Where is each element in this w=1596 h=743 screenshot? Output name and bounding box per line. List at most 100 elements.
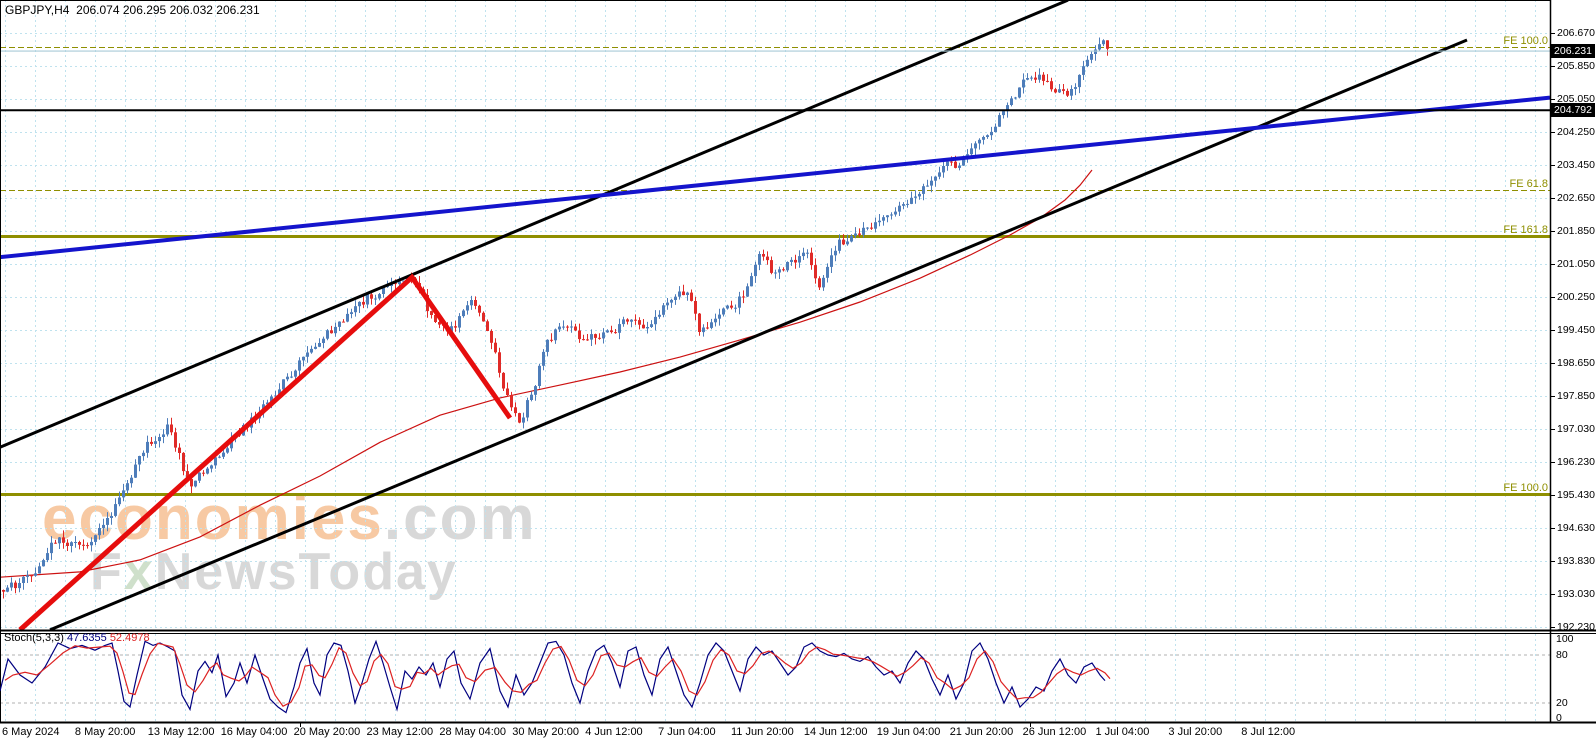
bull-wicks <box>7 37 1104 593</box>
time-axis-ticks <box>300 722 1031 727</box>
candle <box>590 334 593 340</box>
candle <box>150 441 153 444</box>
price-tick-label-14: 195.430 <box>1557 489 1595 501</box>
watermark-dotcom: .com <box>383 484 537 553</box>
candle <box>1038 74 1041 80</box>
time-axis-label-0: 6 May 2024 <box>2 726 60 738</box>
candle <box>278 389 281 396</box>
candle <box>634 319 637 321</box>
candle <box>890 214 893 216</box>
candle <box>166 424 169 435</box>
candle <box>1034 77 1037 80</box>
candle <box>582 339 585 341</box>
candle <box>950 161 953 163</box>
candle <box>802 252 805 257</box>
candle <box>694 301 697 314</box>
candle <box>654 316 657 325</box>
candle <box>282 379 285 390</box>
candle <box>526 400 529 418</box>
candle <box>806 252 809 254</box>
candle <box>878 220 881 223</box>
candle <box>886 215 889 218</box>
candle <box>982 137 985 140</box>
candle <box>1014 97 1017 99</box>
watermark-line1: economies.com <box>42 488 537 550</box>
price-tick-label-3: 204.250 <box>1557 126 1595 138</box>
candle <box>338 321 341 327</box>
candle <box>290 376 293 378</box>
stochastic-d-line <box>4 642 1111 707</box>
candle <box>102 524 105 528</box>
time-axis-label-11: 14 Jun 12:00 <box>803 726 868 738</box>
candle <box>666 302 669 306</box>
candle <box>130 477 133 484</box>
candle <box>10 582 13 588</box>
stoch-scale-label-2: 20 <box>1556 697 1568 709</box>
candle <box>638 320 641 325</box>
candle <box>902 204 905 206</box>
candle <box>206 468 209 474</box>
candle <box>62 537 65 543</box>
candle <box>78 542 81 545</box>
bear-wicks <box>3 40 1108 599</box>
candle <box>734 307 737 309</box>
candle <box>1050 81 1053 90</box>
candle <box>1090 54 1093 60</box>
candle <box>522 417 525 423</box>
candle <box>174 432 177 448</box>
candle <box>322 338 325 343</box>
candle <box>738 296 741 308</box>
time-axis-label-1: 8 May 20:00 <box>74 726 136 738</box>
candle <box>1046 80 1049 82</box>
fib-level-label-1[interactable]: FE 61.8 <box>1509 178 1548 191</box>
price-axis-ticks <box>1550 33 1555 628</box>
stochastic-indicator-label: Stoch(5,3,3) 47.6355 52.4978 <box>4 632 150 644</box>
candle <box>370 294 373 299</box>
candle <box>158 437 161 442</box>
candle <box>486 321 489 331</box>
candle <box>762 254 765 257</box>
time-axis-label-2: 13 May 12:00 <box>147 726 215 738</box>
candle <box>142 452 145 457</box>
candle <box>954 161 957 168</box>
candle <box>266 402 269 405</box>
candle <box>690 292 693 301</box>
candle <box>662 305 665 315</box>
candle <box>218 456 221 458</box>
fib-level-label-3[interactable]: FE 100.0 <box>1503 482 1548 495</box>
candle <box>1042 74 1045 81</box>
candle <box>1054 89 1057 93</box>
candle <box>754 264 757 277</box>
candle <box>214 457 217 466</box>
candle <box>558 326 561 330</box>
candle <box>430 311 433 315</box>
time-axis-label-8: 4 Jun 12:00 <box>585 726 643 738</box>
time-axis-label-9: 7 Jun 04:00 <box>658 726 716 738</box>
candle <box>670 299 673 303</box>
candle <box>494 342 497 353</box>
candle <box>458 316 461 328</box>
candle <box>986 135 989 137</box>
stoch-d-value: 52.4978 <box>109 632 150 644</box>
candle <box>842 239 845 245</box>
candle <box>974 143 977 149</box>
candle <box>758 254 761 265</box>
candle <box>930 180 933 186</box>
candle <box>126 483 129 491</box>
candle <box>54 542 57 544</box>
candle <box>30 575 33 577</box>
candle <box>114 504 117 516</box>
candle <box>2 590 5 592</box>
candle <box>306 352 309 357</box>
fib-level-label-2[interactable]: FE 161.8 <box>1503 224 1548 237</box>
candle <box>858 233 861 235</box>
candle <box>790 259 793 262</box>
candle <box>998 115 1001 127</box>
candle <box>50 542 53 554</box>
fib-level-label-0[interactable]: FE 100.0 <box>1503 34 1548 47</box>
candle <box>366 294 369 305</box>
moving-average-line <box>0 169 1093 578</box>
candle <box>118 497 121 505</box>
candle <box>478 305 481 313</box>
